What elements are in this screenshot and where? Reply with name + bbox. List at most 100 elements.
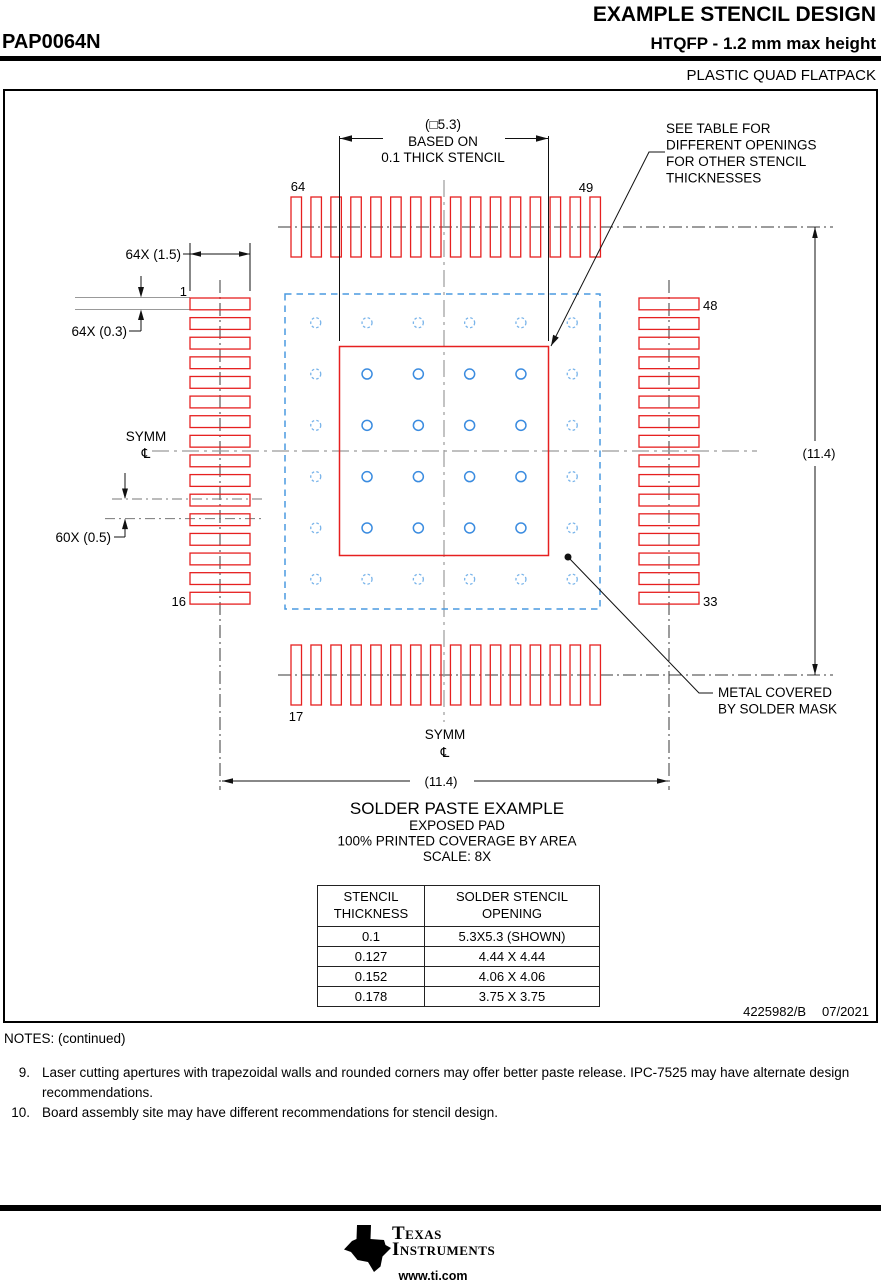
pin-label-1: 1	[180, 284, 187, 299]
thermal-via	[515, 522, 527, 534]
dim-5-3-label: (□5.3)	[425, 117, 461, 132]
thermal-via	[566, 573, 578, 585]
pin-label-48: 48	[703, 298, 717, 313]
notes-list: 9. Laser cutting apertures with trapezoid…	[4, 1063, 872, 1123]
arrowhead	[812, 227, 818, 238]
stencil-pad-top	[529, 196, 542, 258]
ti-logo-mark: ti	[357, 1242, 367, 1259]
stencil-pad-right	[638, 454, 700, 468]
arrowhead	[190, 251, 201, 257]
stencil-pad-right	[638, 434, 700, 448]
pin-label-33: 33	[703, 594, 717, 609]
arrowhead	[122, 518, 128, 530]
thermal-via	[361, 573, 373, 585]
stencil-pad-right	[638, 493, 700, 507]
header-rule	[0, 56, 881, 61]
arrowhead	[536, 135, 548, 142]
thermal-via	[463, 368, 476, 380]
stencil-pad-right	[638, 336, 700, 350]
thermal-via	[463, 573, 476, 585]
stencil-pad-bottom	[449, 644, 462, 706]
stencil-pad-bottom	[509, 644, 522, 706]
dim-5-3-label-l2: BASED ON	[408, 134, 478, 149]
stencil-pad-bottom	[370, 644, 382, 706]
dim-pad-width-label: 64X (0.3)	[71, 324, 127, 339]
arrowhead	[340, 135, 352, 142]
thermal-via	[515, 368, 527, 380]
thermal-via	[361, 368, 373, 380]
arrowhead	[222, 778, 233, 784]
stencil-pads	[189, 196, 700, 706]
stencil-pad-right	[638, 375, 700, 389]
stencil-pad-bottom	[489, 644, 502, 706]
note-number: 9.	[18, 1065, 30, 1080]
symm-label-left: SYMM	[126, 429, 167, 444]
stencil-pad-left	[189, 493, 251, 507]
stencil-pad-left	[189, 375, 251, 389]
stencil-pad-left	[189, 395, 251, 409]
see-table-note-l2: DIFFERENT OPENINGS	[666, 138, 817, 153]
stencil-opening-square	[338, 345, 550, 557]
stencil-pad-left	[189, 552, 251, 566]
dim-0-3	[129, 276, 142, 332]
page-title: EXAMPLE STENCIL DESIGN	[592, 3, 876, 26]
thermal-vias	[310, 317, 578, 585]
table-row: 0.178 3.75 X 3.75	[317, 986, 600, 1007]
stencil-pad-left	[189, 572, 251, 586]
table-row: 0.1 5.3X5.3 (SHOWN)	[317, 926, 600, 947]
thermal-via	[566, 317, 578, 329]
see-table-note-l1: SEE TABLE FOR	[666, 121, 771, 136]
stencil-pad-right	[638, 316, 700, 331]
thermal-via	[310, 368, 322, 380]
thermal-via	[310, 573, 322, 585]
dim-5-3-label-l3: 0.1 THICK STENCIL	[381, 150, 505, 165]
thermal-via	[463, 522, 476, 534]
thermal-via	[361, 419, 373, 432]
stencil-pad-top	[350, 196, 362, 258]
stencil-pad-top	[330, 196, 343, 258]
notes-title: NOTES: (continued)	[4, 1031, 126, 1046]
stencil-pad-left	[189, 316, 251, 331]
package-type: PLASTIC QUAD FLATPACK	[686, 67, 877, 84]
thermal-via	[515, 419, 527, 432]
stencil-pad-left	[189, 591, 251, 605]
pin-label-17: 17	[289, 709, 303, 724]
stencil-pad-right	[638, 591, 700, 605]
metal-note-leader	[567, 556, 713, 694]
table-cell: 0.1	[317, 926, 425, 947]
stencil-pad-bottom	[529, 644, 542, 706]
dim-pitch-label: 60X (0.5)	[55, 530, 111, 545]
dim-pad-length-label: 64X (1.5)	[125, 247, 181, 262]
pin-label-16: 16	[172, 594, 186, 609]
ti-wordmark-line1: Texas	[392, 1223, 442, 1244]
thermal-via	[566, 368, 578, 380]
thermal-via	[463, 470, 476, 483]
stencil-pad-bottom	[290, 644, 303, 706]
solder-mask-boundary	[284, 293, 601, 610]
thermal-via	[361, 317, 373, 329]
dim-5-3	[339, 136, 549, 341]
stencil-pad-left	[189, 434, 251, 448]
thermal-via	[515, 470, 527, 483]
notes-section: NOTES: (continued) 9. Laser cutting apert…	[4, 1031, 872, 1123]
thermal-via	[310, 470, 322, 483]
stencil-pad-right	[638, 532, 700, 546]
stencil-pad-bottom	[409, 644, 422, 706]
stencil-pad-top	[310, 196, 323, 258]
stencil-pad-top	[449, 196, 462, 258]
pin-label-49: 49	[579, 180, 593, 195]
doc-date: 07/2021	[822, 1004, 869, 1019]
note-item: 10. Board assembly site may have differen…	[4, 1103, 872, 1123]
stencil-pad-left	[189, 532, 251, 546]
thermal-via	[412, 419, 425, 432]
stencil-pad-left	[189, 297, 251, 311]
thermal-via	[310, 522, 322, 534]
stencil-pad-top	[489, 196, 502, 258]
thermal-via	[361, 470, 373, 483]
ti-texas-logo-icon: ti	[344, 1225, 391, 1272]
stencil-pad-left	[189, 356, 251, 370]
stencil-pad-right	[638, 572, 700, 586]
metal-note-l2: BY SOLDER MASK	[718, 702, 837, 717]
thermal-via	[463, 419, 476, 432]
symm-label-bottom: SYMM	[425, 727, 466, 742]
